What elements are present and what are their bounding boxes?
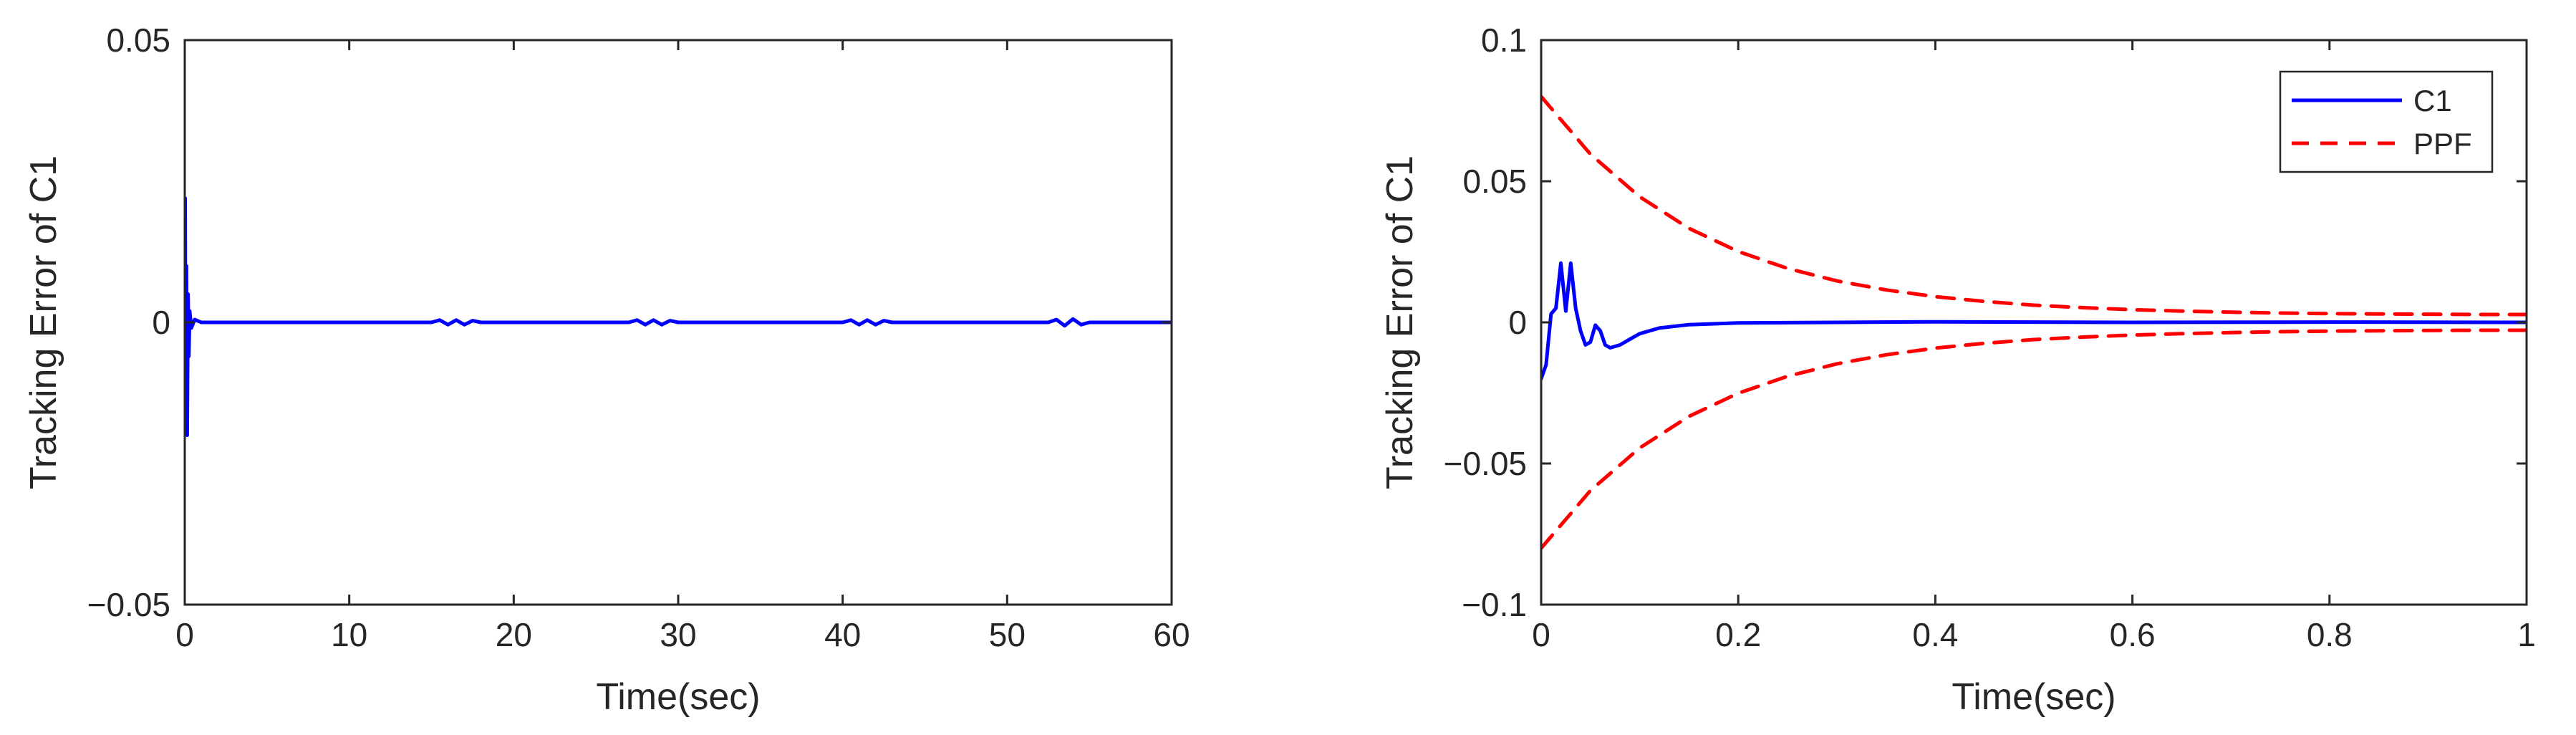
x-tick-label: 0.8 [2307,616,2353,653]
y-tick-label: −0.05 [1444,445,1527,482]
y-tick-label: −0.1 [1462,586,1527,623]
series-line-unnamed-2 [1541,328,2527,550]
x-tick-label: 1 [2517,616,2536,653]
x-tick-label: 30 [660,616,696,653]
chart-panel-1: 0 10 20 30 40 50 60−0.0500.05Time(sec)Tracking… [23,21,1190,718]
x-tick-label: 40 [824,616,861,653]
legend-box [2279,70,2494,173]
x-tick-label: 50 [989,616,1026,653]
x-tick-label: 10 [331,616,367,653]
x-axis-label: Time(sec) [596,676,760,718]
series-group [185,196,1172,438]
x-tick-label: 0.4 [1912,616,1958,653]
x-tick-label: 20 [496,616,532,653]
x-tick-label: 0.2 [1715,616,1761,653]
series-line-unnamed-0 [185,196,1172,438]
y-tick-label: 0 [1508,304,1527,341]
y-axis-label: Tracking Error of C1 [1379,155,1421,489]
x-tick-label: 0 [175,616,194,653]
chart-panel-2: 0 0.2 0.4 0.6 0.8 1 −0.1 −0.05 0 0.05 0.1 Time(sec)… [1379,21,2536,718]
legend-label-c1: C1 [2413,84,2452,117]
x-tick-label: 0.6 [2110,616,2156,653]
x-tick-label: 0 [1532,616,1550,653]
y-tick-label: 0.05 [106,21,170,59]
x-tick-label: 60 [1153,616,1190,653]
series-line-ppf [1541,95,2527,317]
y-tick-label: 0.05 [1462,163,1527,200]
legend: C1 PPF [2279,70,2494,173]
y-axis-label: Tracking Error of C1 [23,155,64,489]
series-line-c1 [1541,261,2527,381]
y-tick-label: −0.05 [87,586,170,623]
series-group [1541,95,2527,550]
y-tick-label: 0.1 [1481,21,1527,59]
legend-label-ppf: PPF [2413,127,2472,160]
x-axis-label: Time(sec) [1952,676,2116,718]
y-tick-label: 0 [152,304,170,341]
